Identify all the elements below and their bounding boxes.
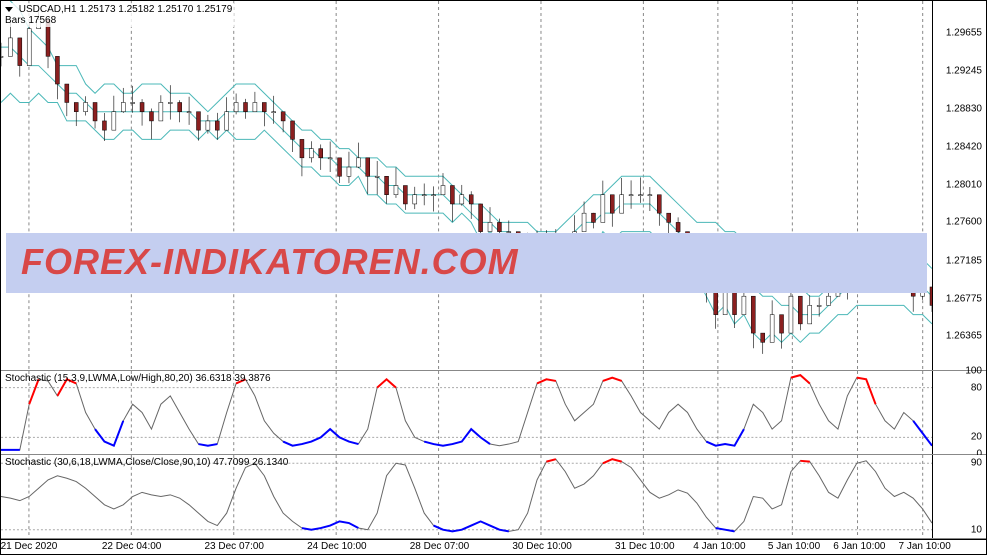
ohlc-label: 1.25173 1.25182 1.25170 1.25179 xyxy=(79,4,232,15)
y-tick-label: 1.29655 xyxy=(946,27,982,38)
main-chart-svg xyxy=(1,1,932,370)
osc2-label: Stochastic (30,6,18,LWMA,Close/Close,90,… xyxy=(5,457,288,468)
main-price-chart[interactable]: USDCAD,H1 1.25173 1.25182 1.25170 1.2517… xyxy=(1,1,986,371)
y-tick-label: 80 xyxy=(971,382,982,393)
stochastic-panel-2[interactable]: Stochastic (30,6,18,LWMA,Close/Close,90,… xyxy=(1,455,986,539)
osc2-y-axis: 10 90 xyxy=(932,455,986,538)
x-tick-label: 28 Dec 07:00 xyxy=(410,541,470,552)
watermark-text: FOREX-INDIKATOREN.COM xyxy=(21,241,519,283)
x-tick-label: 4 Jan 10:00 xyxy=(693,541,745,552)
osc1-y-axis: 02080100 xyxy=(932,371,986,454)
y-tick-label: 20 xyxy=(971,432,982,443)
y-tick-label: 1.28010 xyxy=(946,179,982,190)
y-tick-label: 1.26365 xyxy=(946,331,982,342)
x-tick-label: 7 Jan 10:00 xyxy=(899,541,951,552)
y-tick-label: 10 xyxy=(971,524,982,535)
y-tick-label: 1.27185 xyxy=(946,255,982,266)
main-chart-plot: FOREX-INDIKATOREN.COM xyxy=(1,1,932,370)
x-tick-label: 22 Dec 04:00 xyxy=(102,541,162,552)
symbol-label: USDCAD,H1 xyxy=(19,4,77,15)
y-tick-label: 100 xyxy=(965,366,982,377)
y-tick-label: 1.28830 xyxy=(946,103,982,114)
bars-count: 17568 xyxy=(28,15,56,26)
y-tick-label: 1.28420 xyxy=(946,141,982,152)
x-tick-label: 31 Dec 10:00 xyxy=(615,541,675,552)
y-tick-label: 1.29245 xyxy=(946,65,982,76)
x-axis: 21 Dec 2020 22 Dec 04:00 23 Dec 07:00 24 De… xyxy=(1,539,986,554)
chart-container: USDCAD,H1 1.25173 1.25182 1.25170 1.2517… xyxy=(0,0,987,555)
x-tick-label: 6 Jan 10:00 xyxy=(833,541,885,552)
dropdown-icon[interactable] xyxy=(5,7,13,12)
x-tick-label: 21 Dec 2020 xyxy=(1,541,58,552)
chart-header: USDCAD,H1 1.25173 1.25182 1.25170 1.2517… xyxy=(3,3,234,27)
y-tick-label: 1.27600 xyxy=(946,217,982,228)
x-tick-label: 5 Jan 10:00 xyxy=(768,541,820,552)
x-tick-label: 24 Dec 10:00 xyxy=(307,541,367,552)
y-tick-label: 90 xyxy=(971,458,982,469)
main-y-axis: 1.29655 1.29245 1.28830 1.28420 1.28010 1.276… xyxy=(932,1,986,370)
x-tick-label: 30 Dec 10:00 xyxy=(512,541,572,552)
stochastic-panel-1[interactable]: Stochastic (15,3,9,LWMA,Low/High,80,20) … xyxy=(1,371,986,455)
bars-label: Bars xyxy=(5,15,26,26)
osc1-label: Stochastic (15,3,9,LWMA,Low/High,80,20) … xyxy=(5,373,271,384)
y-tick-label: 1.26775 xyxy=(946,293,982,304)
x-tick-label: 23 Dec 07:00 xyxy=(205,541,265,552)
